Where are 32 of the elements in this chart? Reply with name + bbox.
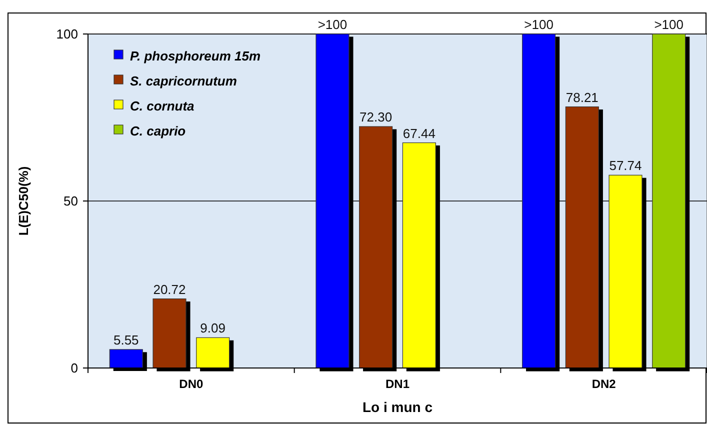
bar [652, 34, 686, 368]
data-label: 9.09 [200, 320, 226, 336]
y-tick-label: 100 [56, 26, 78, 42]
bar [109, 349, 143, 368]
y-tick-label: 0 [70, 360, 78, 376]
bar [152, 298, 186, 368]
y-axis-title: L(E)C50(%) [16, 166, 31, 236]
legend-label: C. cornuta [130, 98, 194, 114]
data-label: >100 [318, 17, 348, 32]
bar [196, 337, 230, 368]
data-label: 72.30 [360, 110, 392, 125]
data-label: 5.55 [113, 332, 139, 348]
x-tick-label: DN1 [385, 377, 410, 391]
data-label: >100 [524, 17, 554, 32]
legend-label: S. capricornutum [130, 74, 238, 89]
data-label: 57.74 [609, 158, 642, 174]
legend-label: P. phosphoreum 15m [130, 48, 261, 64]
y-tick-label: 50 [64, 194, 78, 209]
bar [565, 106, 599, 368]
data-label: 20.72 [153, 282, 186, 297]
x-tick-label: DN2 [592, 377, 616, 391]
x-tick-label: DN0 [179, 377, 204, 391]
bar [608, 174, 642, 368]
bar [522, 34, 556, 368]
data-label: 67.44 [402, 126, 436, 141]
x-axis-title: Lo i mun c [362, 399, 433, 415]
legend-label: C. caprio [130, 124, 186, 139]
bar [359, 126, 393, 368]
bar [402, 142, 436, 368]
data-label: 78.21 [566, 90, 598, 105]
data-label: >100 [654, 17, 684, 32]
bar [316, 34, 350, 368]
